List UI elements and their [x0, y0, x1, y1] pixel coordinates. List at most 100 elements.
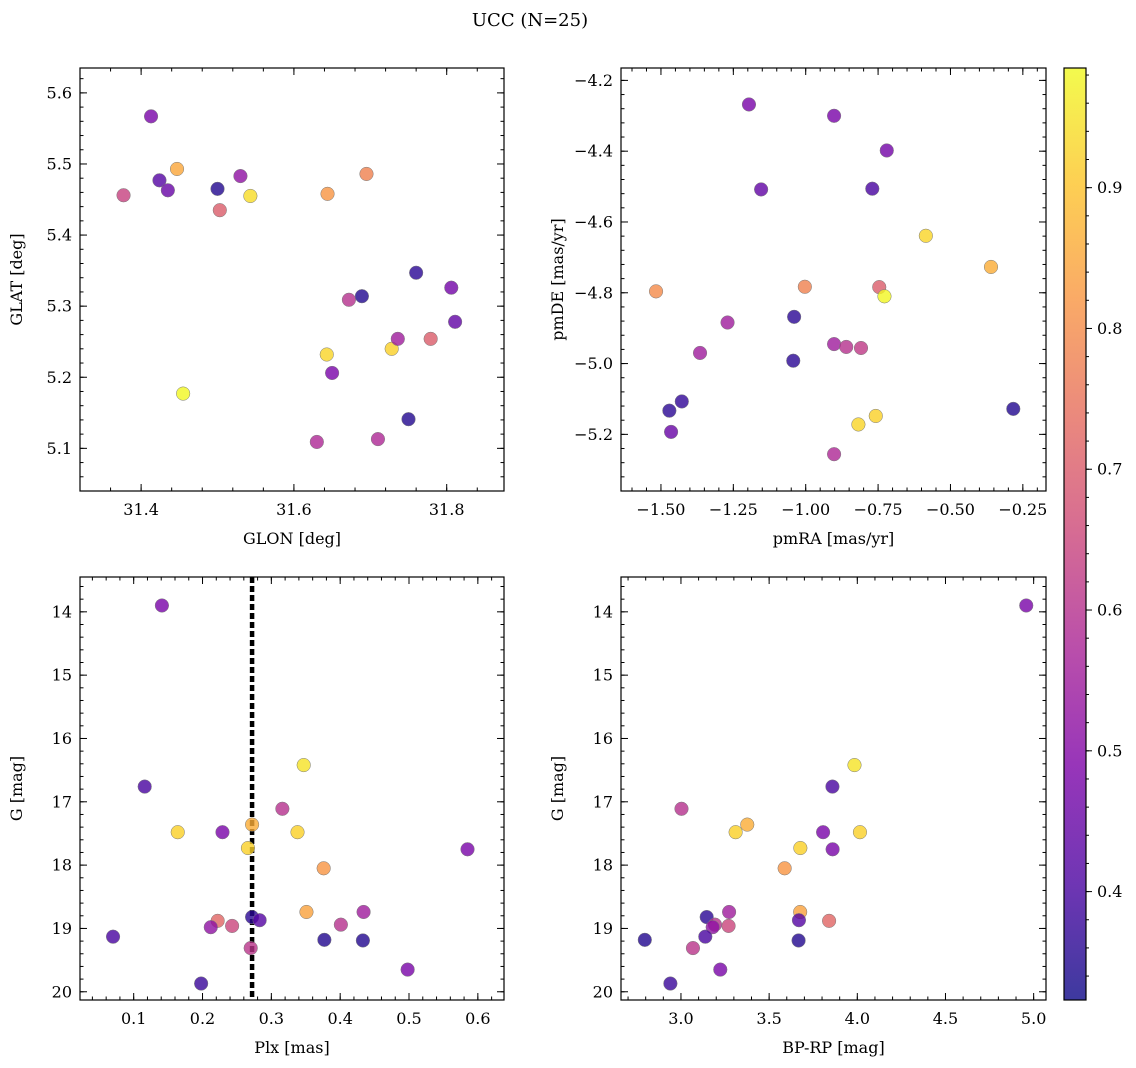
x-tick-label: 4.0 — [845, 1009, 870, 1028]
data-point — [740, 817, 755, 832]
data-point — [252, 913, 267, 928]
data-point — [169, 161, 185, 177]
data-point — [777, 861, 792, 876]
data-point — [637, 932, 652, 947]
y-axis-label: G [mag] — [7, 756, 26, 821]
data-point — [705, 920, 720, 935]
data-point — [423, 331, 438, 346]
data-point — [176, 386, 191, 401]
data-point — [401, 412, 416, 427]
data-point — [713, 962, 728, 977]
data-point — [203, 920, 218, 935]
x-axis-label: BP-RP [mag] — [782, 1038, 884, 1057]
x-tick-label: 0.6 — [465, 1009, 490, 1028]
data-point — [754, 182, 769, 197]
x-tick-label: −1.00 — [781, 500, 830, 519]
data-point — [325, 365, 340, 381]
data-point — [390, 331, 405, 346]
data-point — [356, 904, 371, 920]
y-tick-label: 14 — [52, 602, 72, 621]
data-point — [116, 188, 131, 203]
x-tick-label: −0.50 — [926, 500, 975, 519]
data-point — [444, 280, 459, 295]
data-point — [793, 840, 808, 856]
y-tick-label: 17 — [52, 792, 72, 811]
axes-frame — [79, 67, 505, 492]
data-point — [160, 183, 175, 198]
x-tick-label: 0.3 — [259, 1009, 284, 1028]
data-point — [721, 918, 736, 933]
data-point — [797, 279, 812, 294]
y-tick-label: 5.2 — [47, 368, 72, 387]
x-tick-label: 5.0 — [1021, 1009, 1046, 1028]
data-point — [233, 169, 248, 184]
data-point — [852, 825, 868, 840]
data-point — [851, 417, 866, 432]
data-point — [825, 779, 840, 794]
data-point — [1019, 598, 1034, 613]
data-point — [648, 284, 664, 299]
data-point — [827, 337, 842, 352]
data-point — [359, 166, 374, 181]
y-tick-label: 16 — [593, 729, 613, 748]
panel-glon-glat: 31.4 31.6 31.8 5.1 5.2 5.3 5.4 5.5 5.6 GLON [deg]… — [7, 67, 505, 548]
data-point — [791, 933, 806, 948]
data-point — [663, 976, 678, 991]
data-point — [879, 143, 894, 158]
data-point — [317, 932, 332, 947]
y-tick-label: 14 — [593, 602, 613, 621]
data-point — [341, 292, 356, 307]
colorbar-tick-label: 0.8 — [1097, 319, 1122, 338]
data-point — [275, 801, 290, 816]
data-point — [674, 801, 689, 816]
y-tick-label: 5.3 — [47, 297, 72, 316]
data-point — [865, 181, 880, 196]
x-tick-label: 0.1 — [121, 1009, 146, 1028]
axes-frame — [620, 576, 1047, 1001]
data-point — [299, 904, 314, 920]
data-point — [194, 976, 209, 991]
data-point — [983, 259, 999, 274]
data-point — [245, 817, 260, 832]
y-tick-label: 16 — [52, 729, 72, 748]
colorbar-gradient — [1064, 68, 1086, 1000]
y-tick-label: 5.1 — [47, 439, 72, 458]
colorbar-tick-label: 0.6 — [1097, 601, 1122, 620]
data-point — [720, 315, 735, 330]
x-tick-label: −1.50 — [636, 500, 685, 519]
x-tick-label: 31.8 — [429, 500, 465, 519]
data-point — [692, 345, 708, 360]
axes-frame — [620, 67, 1047, 492]
data-point — [290, 825, 305, 840]
data-point — [839, 339, 854, 354]
colorbar-tick-label: 0.7 — [1097, 460, 1122, 479]
x-tick-label: 31.6 — [276, 500, 312, 519]
colorbar: 0.4 0.5 0.6 0.7 0.8 0.9 — [1063, 67, 1122, 1001]
data-point — [816, 825, 831, 840]
figure-title: UCC (N=25) — [472, 10, 588, 31]
y-tick-label: −5.2 — [574, 425, 613, 444]
colorbar-tick-label: 0.4 — [1097, 882, 1122, 901]
data-point — [240, 840, 255, 856]
x-tick-label: 0.5 — [396, 1009, 421, 1028]
x-tick-label: −1.25 — [709, 500, 758, 519]
data-point — [316, 861, 331, 876]
data-point — [825, 842, 840, 857]
data-point — [827, 447, 842, 462]
x-tick-label: 4.5 — [933, 1009, 958, 1028]
y-tick-label: −5.0 — [574, 354, 613, 373]
data-point — [662, 403, 677, 418]
y-axis-label: G [mag] — [548, 756, 567, 821]
data-point — [154, 598, 169, 613]
data-point — [152, 173, 167, 188]
y-tick-label: 15 — [593, 666, 613, 685]
colorbar-frame — [1063, 67, 1087, 1001]
y-axis-label: pmDE [mas/yr] — [548, 218, 567, 341]
data-point — [243, 941, 258, 956]
y-tick-label: 19 — [593, 919, 613, 938]
y-tick-label: 5.5 — [47, 154, 72, 173]
data-point — [210, 181, 225, 196]
data-point — [853, 340, 869, 356]
x-axis-label: Plx [mas] — [254, 1038, 329, 1057]
y-tick-label: −4.2 — [574, 71, 613, 90]
